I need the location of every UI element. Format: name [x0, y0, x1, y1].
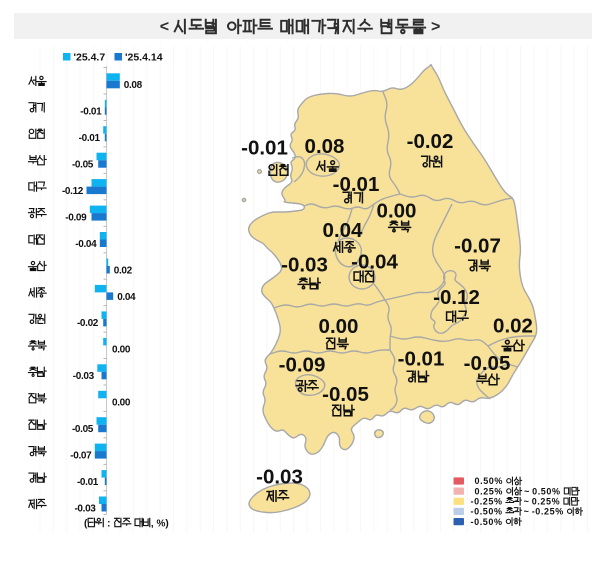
svg-text:-0.09: -0.09 [279, 353, 326, 376]
svg-text:>: > [431, 19, 440, 36]
svg-text:0.02: 0.02 [493, 314, 533, 337]
svg-text:0.50%: 0.50% [475, 476, 504, 486]
svg-text:0.00: 0.00 [377, 199, 417, 222]
svg-text:-0.04: -0.04 [75, 239, 97, 250]
svg-text:-0.01: -0.01 [241, 136, 288, 159]
svg-text:0.25%: 0.25% [532, 497, 561, 507]
svg-text:0.08: 0.08 [305, 135, 345, 158]
svg-text:-0.03: -0.03 [74, 503, 96, 514]
svg-text:0.04: 0.04 [117, 292, 136, 303]
svg-text:0.02: 0.02 [114, 265, 133, 276]
svg-text:0.00: 0.00 [319, 315, 359, 338]
svg-text:-0.05: -0.05 [72, 160, 94, 171]
svg-text:0.08: 0.08 [124, 80, 143, 91]
svg-text:~: ~ [524, 497, 529, 507]
svg-text:~: ~ [524, 507, 529, 517]
svg-text:-0.25%: -0.25% [532, 507, 564, 517]
svg-text:-0.01: -0.01 [79, 133, 101, 144]
svg-text:0.04: 0.04 [323, 219, 363, 242]
svg-text:(: ( [84, 519, 88, 530]
svg-text:-0.07: -0.07 [70, 450, 92, 461]
svg-text:0.50%: 0.50% [532, 486, 561, 496]
svg-text:-0.05: -0.05 [322, 383, 369, 406]
svg-text:-0.03: -0.03 [256, 465, 303, 488]
svg-text:-0.01: -0.01 [398, 347, 445, 370]
svg-text:-0.25%: -0.25% [471, 497, 503, 507]
svg-text:-0.12: -0.12 [433, 286, 480, 309]
svg-text::: : [107, 519, 110, 530]
svg-text:-0.02: -0.02 [407, 130, 454, 153]
svg-text:'25.4.14: '25.4.14 [125, 52, 163, 64]
svg-text:-0.03: -0.03 [73, 371, 95, 382]
svg-text:-0.02: -0.02 [77, 318, 99, 329]
svg-text:-0.01: -0.01 [80, 107, 102, 118]
svg-text:0.00: 0.00 [112, 345, 131, 356]
svg-text:'25.4.7: '25.4.7 [74, 52, 106, 64]
svg-text:-0.09: -0.09 [65, 212, 87, 223]
svg-text:-0.12: -0.12 [62, 186, 84, 197]
svg-text:, %): , %) [151, 519, 169, 530]
svg-text:-0.01: -0.01 [333, 173, 380, 196]
svg-text:0.25%: 0.25% [475, 486, 504, 496]
svg-text:0.00: 0.00 [112, 398, 131, 409]
svg-text:~: ~ [524, 486, 529, 496]
svg-text:-0.50%: -0.50% [471, 507, 503, 517]
svg-text:-0.05: -0.05 [72, 424, 94, 435]
svg-text:-0.03: -0.03 [281, 253, 328, 276]
svg-text:-0.50%: -0.50% [471, 517, 503, 527]
svg-text:-0.05: -0.05 [464, 352, 511, 375]
svg-text:-0.01: -0.01 [77, 477, 99, 488]
svg-text:-0.07: -0.07 [454, 234, 501, 257]
svg-text:<: < [160, 19, 169, 36]
svg-text:-0.04: -0.04 [351, 250, 398, 273]
